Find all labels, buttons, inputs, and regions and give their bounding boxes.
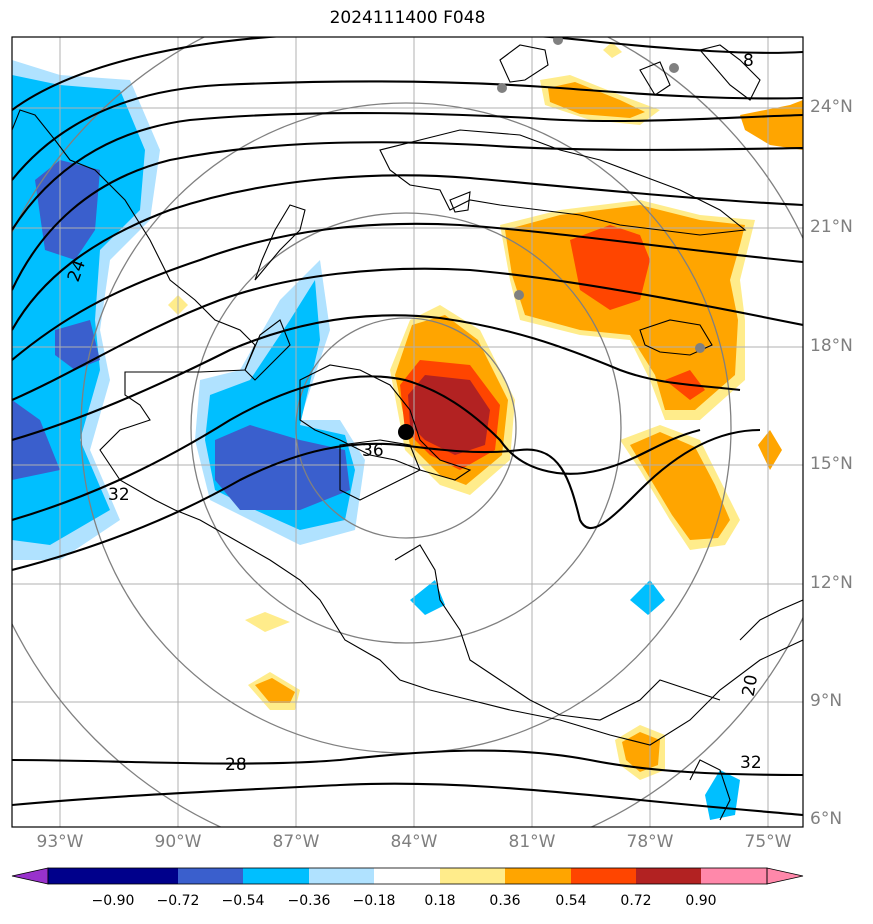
lat-label-18n: 18°N <box>810 336 853 356</box>
colorbar-segment <box>243 868 309 884</box>
colorbar-tick-label: 0.54 <box>555 893 587 909</box>
lat-label-6n: 6°N <box>810 809 843 829</box>
lat-label-21n: 21°N <box>810 217 853 237</box>
colorbar-segment <box>374 868 440 884</box>
colorbar-tick-label: 0.36 <box>489 893 521 909</box>
station-markers <box>497 37 705 353</box>
lon-label-93w: 93°W <box>36 832 84 852</box>
colorbar-tick-label: 0.72 <box>620 893 652 909</box>
colorbar-tick-label: 0.90 <box>685 893 717 909</box>
colorbar-segment <box>113 868 178 884</box>
lat-label-12n: 12°N <box>810 573 853 593</box>
colorbar-segment <box>178 868 243 884</box>
colorbar-segment <box>701 868 767 884</box>
colorbar-tick-label: −0.72 <box>156 893 200 909</box>
colorbar-segment <box>48 868 113 884</box>
colorbar-segment <box>505 868 571 884</box>
storm-center-marker <box>398 424 414 440</box>
lon-label-75w: 75°W <box>744 832 792 852</box>
map-frame <box>11 36 804 828</box>
colorbar-tick-label: −0.90 <box>91 893 135 909</box>
lat-label-9n: 9°N <box>810 691 843 711</box>
map-title: 2024111400 F048 <box>329 8 486 28</box>
lon-label-81w: 81°W <box>508 832 556 852</box>
colorbar-segment <box>636 868 701 884</box>
lat-label-24n: 24°N <box>810 97 853 117</box>
colorbar-segment <box>440 868 505 884</box>
lon-label-84w: 84°W <box>390 832 438 852</box>
height-contours <box>12 37 803 817</box>
contour-label: 28 <box>225 755 247 775</box>
contour-label: 20 <box>739 673 762 698</box>
colorbar-outline <box>47 867 768 885</box>
positive-anomaly-shading <box>168 42 803 780</box>
colorbar-tick-label: −0.54 <box>221 893 265 909</box>
lat-label-15n: 15°N <box>810 454 853 474</box>
lon-label-87w: 87°W <box>272 832 320 852</box>
colorbar-segment <box>309 868 374 884</box>
colorbar-tick-label: −0.18 <box>352 893 396 909</box>
contour-label: 36 <box>362 441 384 461</box>
contour-label: 32 <box>108 485 130 505</box>
colorbar <box>11 867 804 885</box>
coastlines <box>12 44 803 821</box>
contour-label: 8 <box>743 51 754 71</box>
lon-label-78w: 78°W <box>626 832 674 852</box>
map-area: 8 24 36 32 28 32 20 <box>12 37 803 827</box>
colorbar-low-extension <box>11 867 49 885</box>
colorbar-segment <box>571 868 636 884</box>
colorbar-tick-label: 0.18 <box>424 893 456 909</box>
contour-label: 32 <box>740 753 762 773</box>
lon-label-90w: 90°W <box>154 832 202 852</box>
colorbar-high-extension <box>766 867 804 885</box>
colorbar-tick-label: −0.36 <box>287 893 331 909</box>
